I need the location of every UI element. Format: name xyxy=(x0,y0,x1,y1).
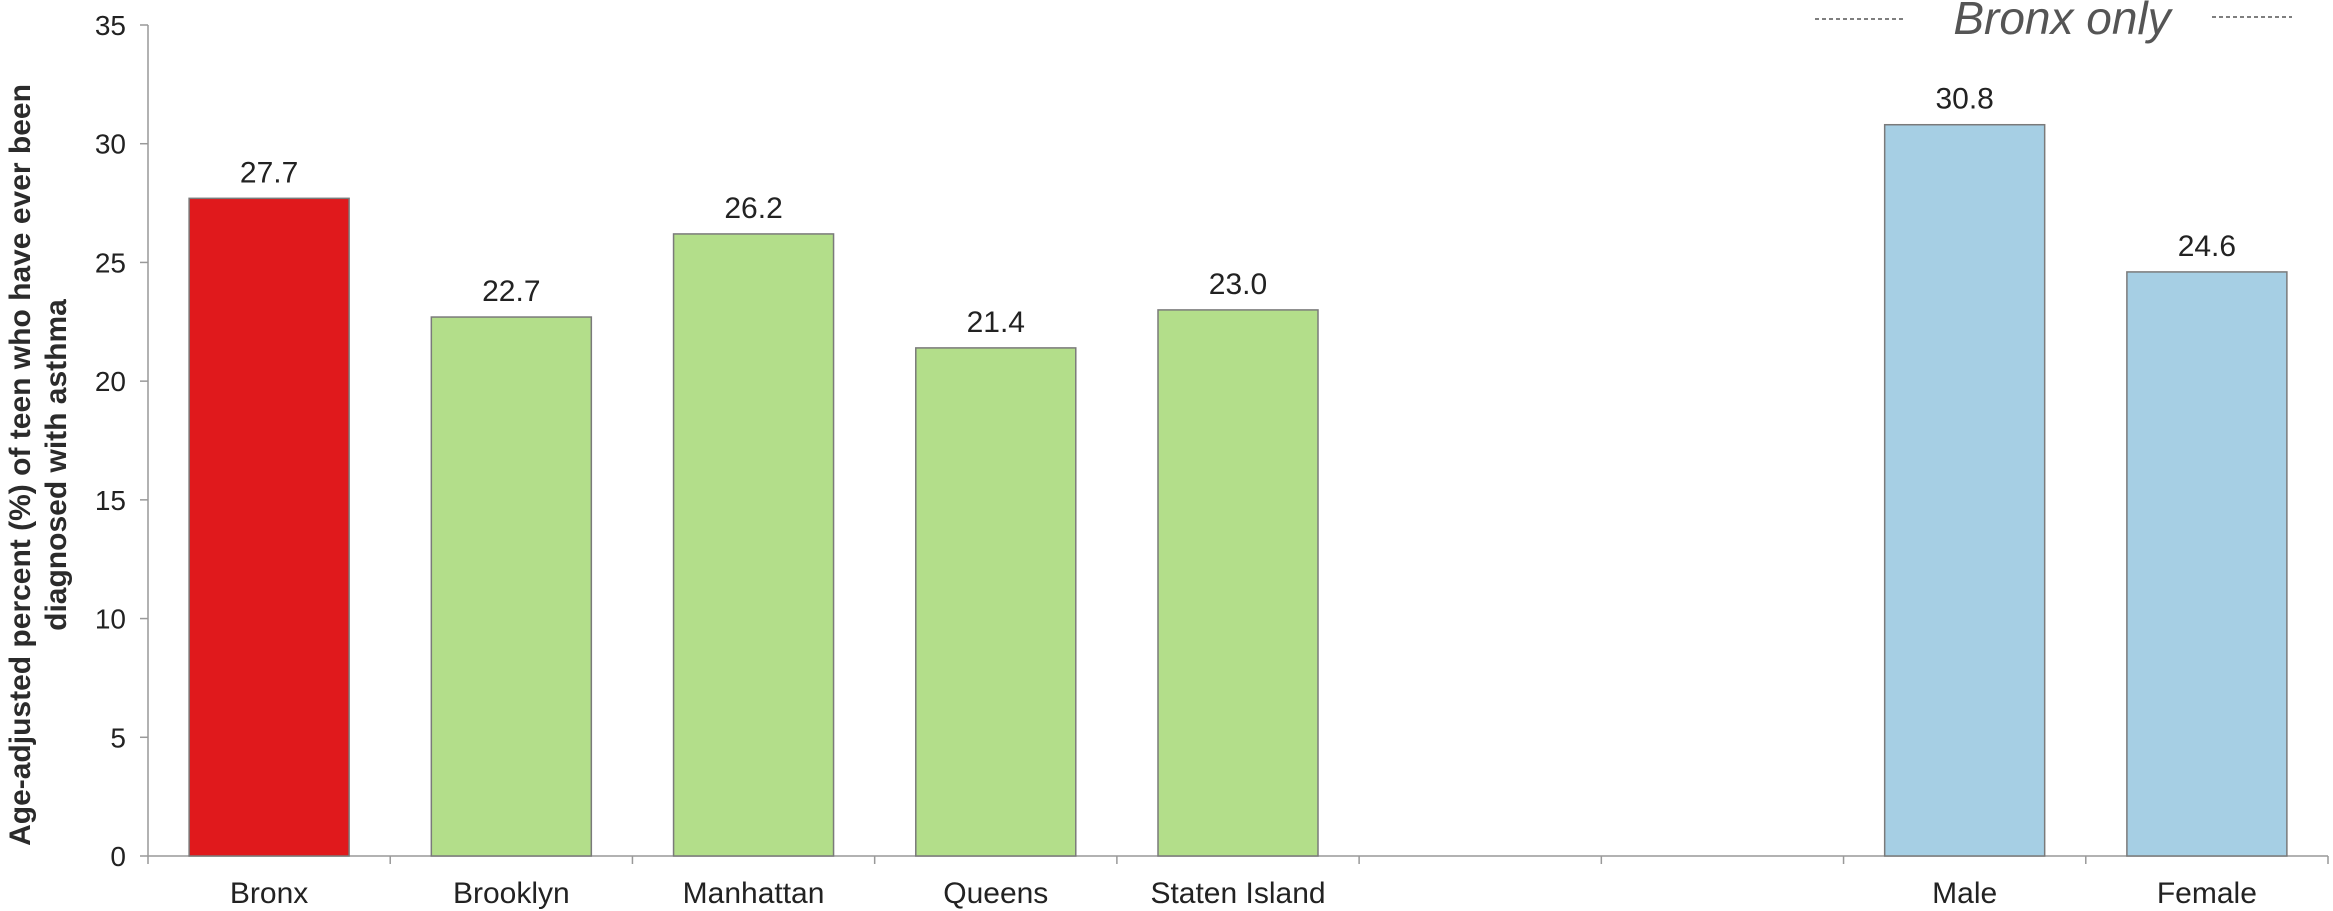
x-tick-label: Staten Island xyxy=(1150,877,1325,910)
x-tick-label: Queens xyxy=(943,877,1048,910)
y-axis-title-line-2: diagnosed with asthma xyxy=(40,299,73,631)
y-tick-label: 30 xyxy=(95,129,126,160)
x-tick-label: Female xyxy=(2157,877,2257,910)
y-tick-label: 15 xyxy=(95,485,126,516)
y-tick-label: 5 xyxy=(110,722,126,753)
x-tick-label: Manhattan xyxy=(683,877,825,910)
y-tick-label: 20 xyxy=(95,366,126,397)
bar-staten-island xyxy=(1157,309,1319,857)
bar-female xyxy=(2126,271,2288,857)
x-tick-label: Male xyxy=(1932,877,1997,910)
data-label: 27.7 xyxy=(240,156,298,189)
y-tick-label: 10 xyxy=(95,604,126,635)
y-axis: 0 5 10 15 20 25 30 35 xyxy=(95,10,149,872)
y-tick-label: 35 xyxy=(95,10,126,41)
data-label: 24.6 xyxy=(2178,230,2236,263)
annotation-text: Bronx only xyxy=(1953,0,2173,44)
bar-manhattan xyxy=(672,233,835,857)
bar-brooklyn xyxy=(430,316,593,857)
data-label: 26.2 xyxy=(724,192,782,225)
y-tick-label: 0 xyxy=(110,841,126,872)
x-tick-label: Brooklyn xyxy=(453,877,570,910)
bar-bronx xyxy=(188,197,350,857)
y-tick-label: 25 xyxy=(95,247,126,278)
x-tick-label: Bronx xyxy=(230,877,308,910)
y-axis-title-line-1: Age-adjusted percent (%) of teen who hav… xyxy=(4,84,37,846)
bar-male xyxy=(1883,123,2046,857)
bars: 27.7 22.7 26.2 21.4 23.0 30.8 24.6 xyxy=(188,83,2288,857)
bronx-only-annotation: Bronx only xyxy=(1815,0,2292,44)
data-label: 30.8 xyxy=(1935,83,1993,116)
data-label: 21.4 xyxy=(967,306,1025,339)
x-axis: Bronx Brooklyn Manhattan Queens Staten Islan… xyxy=(147,855,2329,910)
data-label: 23.0 xyxy=(1209,268,1267,301)
data-label: 22.7 xyxy=(482,275,540,308)
bar-queens xyxy=(915,347,1077,857)
y-axis-title: Age-adjusted percent (%) of teen who hav… xyxy=(4,84,73,846)
